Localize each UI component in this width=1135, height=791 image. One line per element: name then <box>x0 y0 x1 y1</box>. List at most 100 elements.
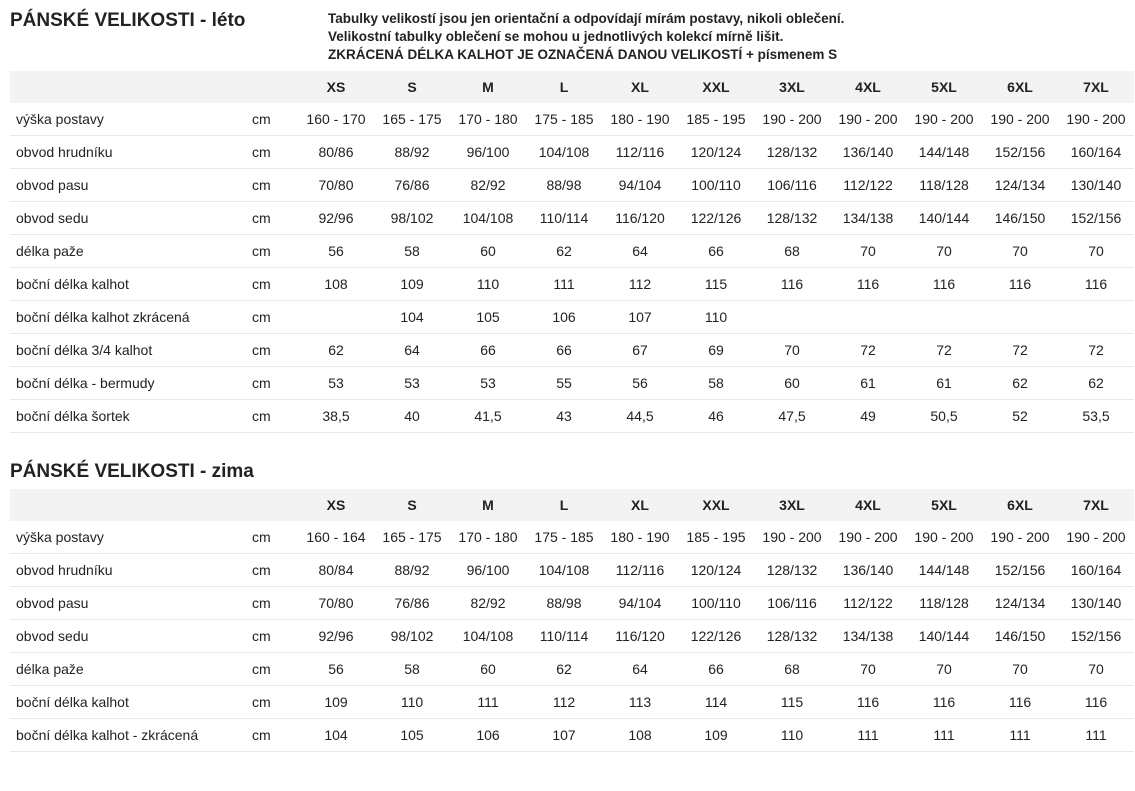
cell: 111 <box>1058 718 1134 751</box>
size-header: L <box>526 71 602 103</box>
size-header: 4XL <box>830 489 906 521</box>
table-row: obvod hrudníkucm80/8688/9296/100104/1081… <box>10 135 1134 168</box>
cell: 112/116 <box>602 553 678 586</box>
size-table: XSSMLXLXXL3XL4XL5XL6XL7XLvýška postavycm… <box>10 71 1134 433</box>
cell: 43 <box>526 399 602 432</box>
cell: 62 <box>1058 366 1134 399</box>
row-label: délka paže <box>10 234 250 267</box>
cell: 190 - 200 <box>982 103 1058 136</box>
header-blank <box>10 71 250 103</box>
row-label: délka paže <box>10 652 250 685</box>
cell: 53 <box>450 366 526 399</box>
cell: 106/116 <box>754 586 830 619</box>
cell: 118/128 <box>906 586 982 619</box>
cell: 80/86 <box>298 135 374 168</box>
cell: 110 <box>678 300 754 333</box>
cell: 109 <box>298 685 374 718</box>
size-header: 7XL <box>1058 71 1134 103</box>
cell: 72 <box>982 333 1058 366</box>
cell: 82/92 <box>450 586 526 619</box>
cell: 64 <box>374 333 450 366</box>
cell: 88/98 <box>526 168 602 201</box>
table-row: boční délka - bermudycm53535355565860616… <box>10 366 1134 399</box>
row-unit: cm <box>250 103 298 136</box>
cell: 146/150 <box>982 619 1058 652</box>
cell: 56 <box>298 234 374 267</box>
row-unit: cm <box>250 553 298 586</box>
cell: 70 <box>1058 234 1134 267</box>
row-label: boční délka - bermudy <box>10 366 250 399</box>
cell: 110/114 <box>526 619 602 652</box>
row-label: boční délka kalhot <box>10 267 250 300</box>
cell: 70/80 <box>298 586 374 619</box>
size-header: S <box>374 71 450 103</box>
row-unit: cm <box>250 619 298 652</box>
cell: 92/96 <box>298 201 374 234</box>
cell: 47,5 <box>754 399 830 432</box>
cell: 104/108 <box>450 201 526 234</box>
cell: 136/140 <box>830 135 906 168</box>
cell: 116 <box>1058 685 1134 718</box>
cell: 122/126 <box>678 619 754 652</box>
cell: 116 <box>906 685 982 718</box>
cell: 160 - 164 <box>298 521 374 554</box>
size-header: M <box>450 71 526 103</box>
cell: 111 <box>450 685 526 718</box>
cell: 130/140 <box>1058 586 1134 619</box>
cell: 72 <box>1058 333 1134 366</box>
table-row: obvod seducm92/9698/102104/108110/114116… <box>10 201 1134 234</box>
cell: 190 - 200 <box>830 521 906 554</box>
table-row: obvod hrudníkucm80/8488/9296/100104/1081… <box>10 553 1134 586</box>
cell: 136/140 <box>830 553 906 586</box>
cell: 190 - 200 <box>906 521 982 554</box>
cell <box>1058 300 1134 333</box>
cell <box>906 300 982 333</box>
cell: 146/150 <box>982 201 1058 234</box>
cell: 61 <box>830 366 906 399</box>
cell: 70 <box>906 652 982 685</box>
size-header: 6XL <box>982 489 1058 521</box>
cell: 82/92 <box>450 168 526 201</box>
row-label: obvod sedu <box>10 619 250 652</box>
row-unit: cm <box>250 652 298 685</box>
cell: 128/132 <box>754 553 830 586</box>
cell: 46 <box>678 399 754 432</box>
cell: 94/104 <box>602 586 678 619</box>
cell: 185 - 195 <box>678 521 754 554</box>
row-unit: cm <box>250 399 298 432</box>
cell: 185 - 195 <box>678 103 754 136</box>
cell: 70 <box>906 234 982 267</box>
cell: 58 <box>374 234 450 267</box>
cell: 38,5 <box>298 399 374 432</box>
cell: 88/98 <box>526 586 602 619</box>
cell: 180 - 190 <box>602 103 678 136</box>
size-header: XS <box>298 489 374 521</box>
cell: 105 <box>374 718 450 751</box>
cell: 165 - 175 <box>374 521 450 554</box>
notes: Tabulky velikostí jsou jen orientační a … <box>328 10 844 65</box>
row-unit: cm <box>250 366 298 399</box>
row-label: boční délka šortek <box>10 399 250 432</box>
cell: 70 <box>830 234 906 267</box>
cell: 98/102 <box>374 619 450 652</box>
note-line: ZKRÁCENÁ DÉLKA KALHOT JE OZNAČENÁ DANOU … <box>328 46 844 64</box>
cell: 53 <box>374 366 450 399</box>
cell: 180 - 190 <box>602 521 678 554</box>
cell: 68 <box>754 234 830 267</box>
cell: 56 <box>602 366 678 399</box>
cell: 170 - 180 <box>450 521 526 554</box>
cell: 41,5 <box>450 399 526 432</box>
cell: 72 <box>906 333 982 366</box>
cell: 140/144 <box>906 201 982 234</box>
cell: 110 <box>450 267 526 300</box>
cell: 128/132 <box>754 619 830 652</box>
cell: 62 <box>982 366 1058 399</box>
row-label: výška postavy <box>10 103 250 136</box>
size-table: XSSMLXLXXL3XL4XL5XL6XL7XLvýška postavycm… <box>10 489 1134 752</box>
cell: 175 - 185 <box>526 521 602 554</box>
cell: 64 <box>602 652 678 685</box>
row-unit: cm <box>250 333 298 366</box>
cell: 106 <box>450 718 526 751</box>
cell: 67 <box>602 333 678 366</box>
note-line: Velikostní tabulky oblečení se mohou u j… <box>328 28 844 46</box>
